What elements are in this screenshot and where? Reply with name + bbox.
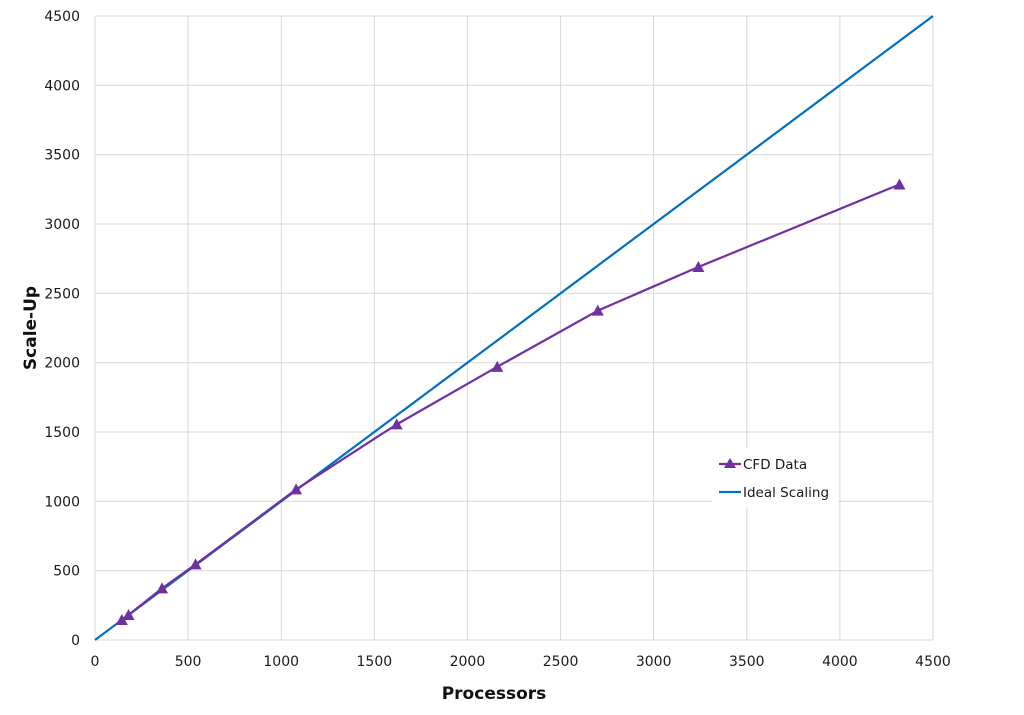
triangle-marker: [156, 582, 169, 594]
triangle-marker: [591, 304, 604, 316]
cfd-data-line: [121, 183, 900, 621]
legend-label: CFD Data: [743, 457, 807, 473]
triangle-marker: [692, 260, 705, 272]
legend-label: Ideal Scaling: [743, 485, 829, 501]
triangle-marker: [390, 418, 403, 430]
x-tick-label: 4500: [915, 654, 951, 670]
legend: CFD Data Ideal Scaling: [712, 448, 838, 508]
y-tick-label: 1500: [44, 425, 80, 441]
x-axis-ticks: 0 500 1000 1500 2000 2500 3000 3500 4000 4500: [91, 654, 951, 670]
y-tick-label: 2500: [44, 286, 80, 302]
y-tick-label: 4500: [44, 9, 80, 25]
x-tick-label: 500: [175, 654, 202, 670]
triangle-marker: [122, 609, 135, 621]
x-tick-label: 0: [91, 654, 100, 670]
y-tick-label: 500: [53, 564, 80, 580]
triangle-marker: [290, 483, 303, 495]
legend-box: [712, 448, 838, 508]
y-tick-label: 4000: [44, 78, 80, 94]
y-tick-label: 2000: [44, 356, 80, 372]
legend-triangle-icon: [724, 458, 736, 468]
y-axis-ticks: 0 500 1000 1500 2000 2500 3000 3500 4000 4500: [44, 9, 80, 649]
triangle-marker: [491, 360, 504, 372]
data-series: [94, 15, 934, 641]
y-tick-label: 3000: [44, 217, 80, 233]
x-axis-title: Processors: [442, 684, 547, 704]
y-tick-label: 3500: [44, 148, 80, 164]
triangle-marker: [893, 178, 906, 190]
triangle-marker: [189, 558, 202, 570]
x-tick-label: 2500: [543, 654, 579, 670]
x-tick-label: 4000: [822, 654, 858, 670]
x-tick-label: 3000: [636, 654, 672, 670]
x-tick-label: 2000: [450, 654, 486, 670]
y-axis-title: Scale-Up: [21, 286, 41, 370]
x-tick-label: 1000: [263, 654, 299, 670]
y-tick-label: 1000: [44, 494, 80, 510]
x-tick-label: 1500: [357, 654, 393, 670]
x-tick-label: 3500: [729, 654, 765, 670]
triangle-marker: [115, 614, 128, 626]
y-tick-label: 0: [71, 633, 80, 649]
